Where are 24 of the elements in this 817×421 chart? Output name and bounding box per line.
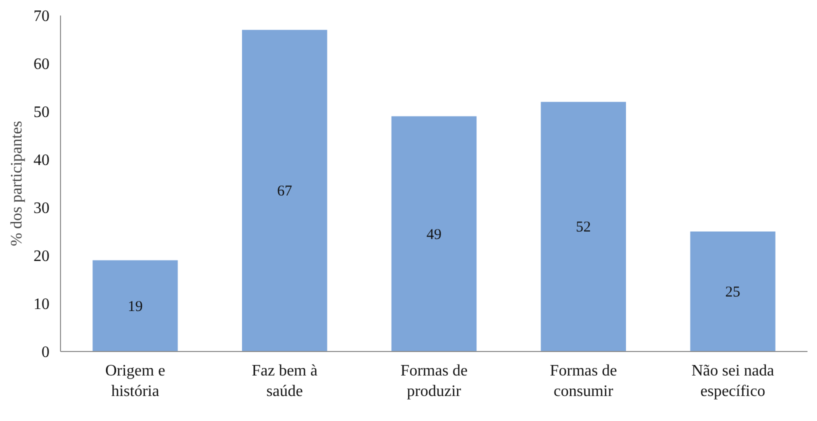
x-tick-label: Faz bem à saúde	[252, 362, 318, 400]
bar	[242, 30, 328, 352]
y-tick-label: 40	[34, 152, 50, 169]
bar	[391, 116, 477, 352]
y-tick-label: 10	[34, 296, 50, 313]
data-label: 25	[725, 284, 740, 300]
data-label: 67	[277, 184, 293, 200]
x-tick-label: Origem e história	[105, 362, 166, 400]
x-tick-label: Formas de consumir	[550, 362, 617, 400]
y-tick-label: 50	[34, 104, 50, 121]
y-tick-label: 20	[34, 248, 50, 265]
y-tick-label: 0	[42, 344, 50, 361]
x-tick-label: Formas de produzir	[400, 362, 468, 400]
bar	[92, 260, 178, 352]
data-label: 52	[576, 220, 591, 236]
data-label: 19	[128, 298, 143, 315]
data-label: 49	[426, 226, 442, 243]
y-tick-label: 60	[34, 56, 50, 73]
y-axis-title: % dos participantes	[8, 120, 26, 246]
bar	[540, 102, 626, 352]
bar	[690, 232, 776, 352]
x-tick-label: Não sei nada específico	[691, 362, 774, 400]
y-tick-label: 70	[34, 8, 50, 25]
y-tick-label: 30	[34, 200, 50, 217]
